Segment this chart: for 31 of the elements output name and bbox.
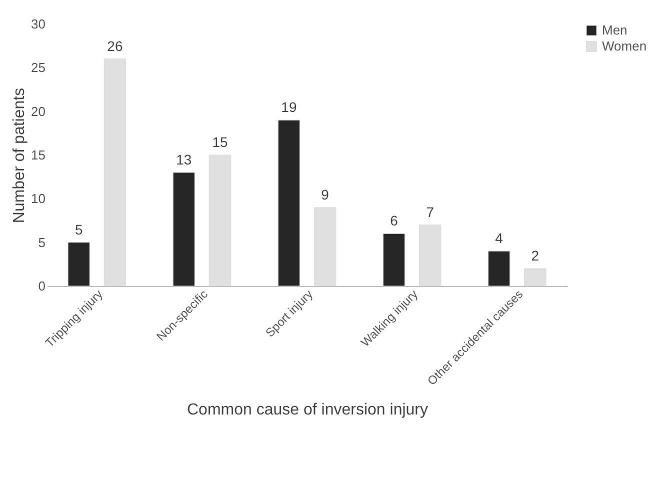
bar [172, 172, 196, 286]
data-label: 5 [74, 221, 83, 238]
data-label: 4 [495, 230, 504, 246]
data-label: 15 [212, 134, 228, 150]
bar [68, 242, 90, 286]
y-tick-label: 10 [31, 191, 46, 206]
data-label: 26 [107, 38, 123, 54]
data-label: 6 [390, 212, 398, 229]
bar [488, 250, 510, 286]
legend-label: Women [602, 38, 647, 54]
legend-label: Men [602, 22, 628, 38]
data-label: 19 [281, 99, 297, 116]
data-label: 7 [426, 204, 434, 220]
bar [104, 58, 126, 286]
bar [278, 120, 300, 286]
y-tick-label: 30 [31, 16, 46, 32]
y-tick-label: 0 [38, 278, 46, 294]
bar [382, 233, 406, 286]
y-tick-label: 20 [31, 104, 46, 119]
data-label: 2 [531, 248, 540, 264]
bar [314, 207, 336, 286]
data-label: 13 [176, 151, 192, 168]
x-axis-title: Common cause of inversion injury [187, 401, 428, 418]
y-tick-label: 25 [31, 60, 46, 76]
data-label: 9 [321, 186, 330, 202]
y-axis-title: Number of patients [11, 88, 28, 224]
bar [208, 154, 232, 286]
y-tick-label: 5 [38, 234, 46, 250]
bar [524, 268, 546, 286]
bar [418, 224, 442, 286]
y-tick-label: 15 [31, 148, 46, 162]
